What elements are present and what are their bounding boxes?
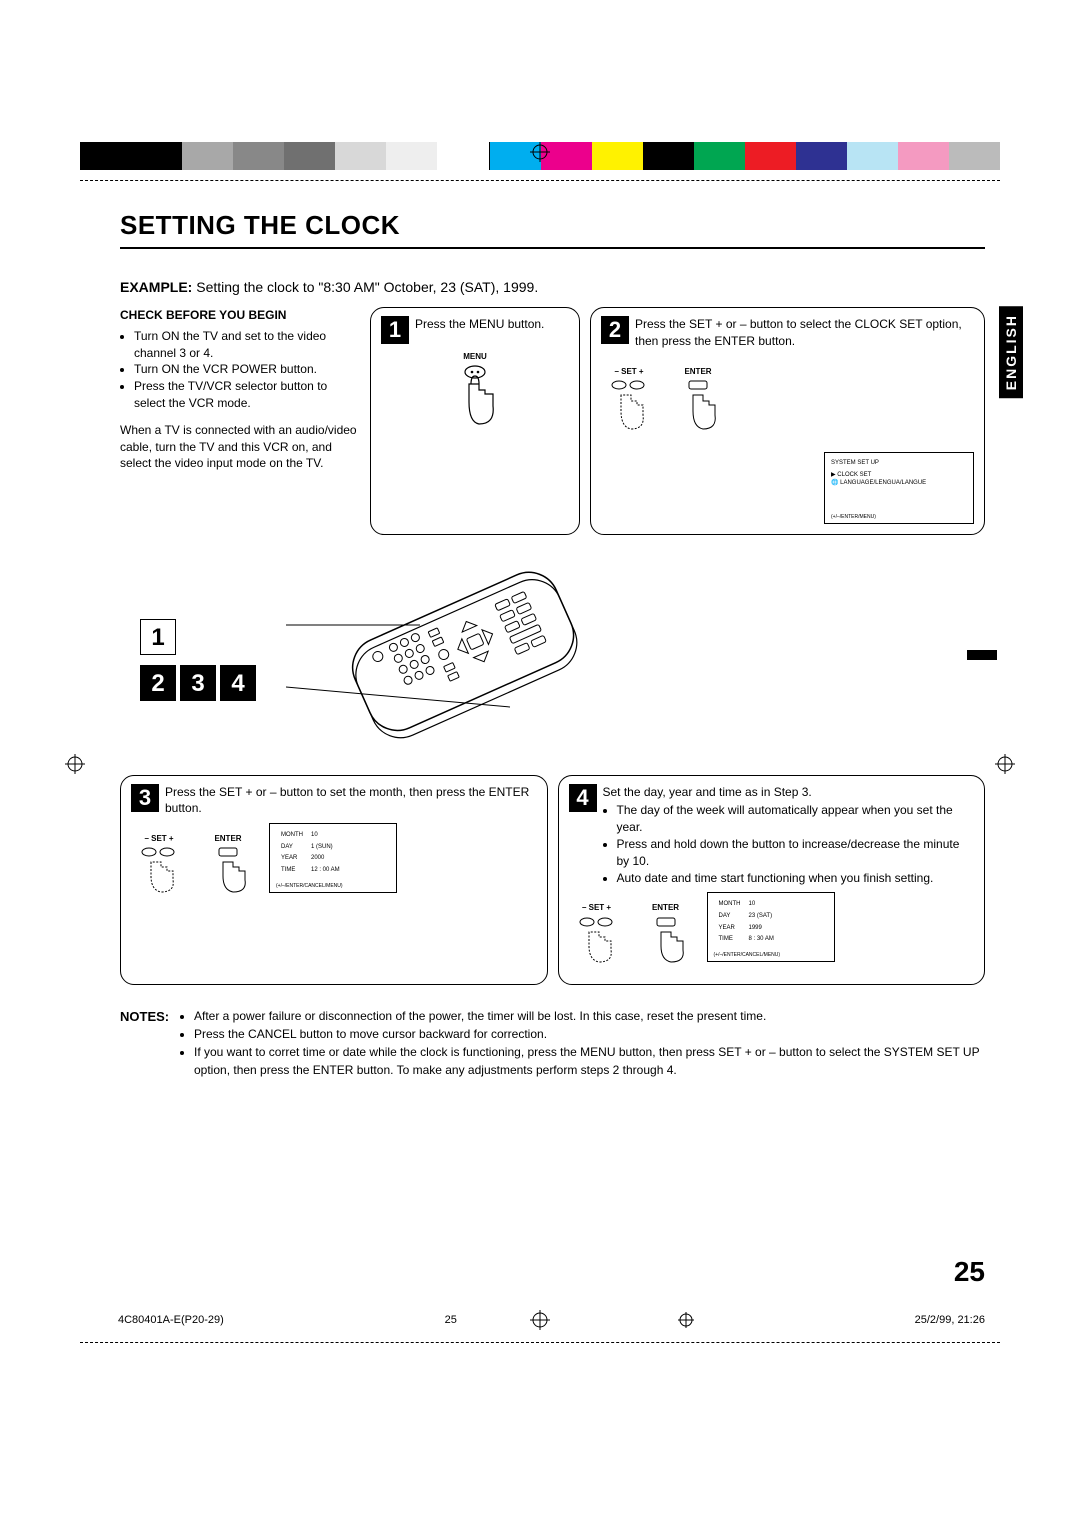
check-before-heading: CHECK BEFORE YOU BEGIN — [120, 307, 360, 324]
check-before-note: When a TV is connected with an audio/vid… — [120, 422, 360, 472]
page-title: SETTING THE CLOCK — [120, 210, 985, 241]
step-number: 1 — [381, 316, 409, 344]
step-1-box: 1 Press the MENU button. MENU — [370, 307, 580, 535]
enter-button-label: ENTER — [643, 902, 689, 913]
remote-control-icon — [286, 565, 626, 755]
registration-mark-top — [530, 142, 550, 162]
step-number: 3 — [131, 784, 159, 812]
step-2-text: Press the SET + or – button to select th… — [635, 316, 974, 350]
enter-button-label: ENTER — [675, 366, 721, 377]
registration-mark-left — [65, 754, 85, 774]
registration-mark-right — [995, 754, 1015, 774]
menu-button-label: MENU — [381, 351, 569, 362]
step-number: 4 — [569, 784, 597, 812]
page-number: 25 — [954, 1256, 985, 1288]
press-hand-icon — [445, 362, 505, 432]
step-callout-labels: 1 2 3 4 — [140, 619, 256, 701]
callout-step-1: 1 — [140, 619, 176, 655]
check-item: Turn ON the TV and set to the video chan… — [134, 328, 360, 362]
language-tab: ENGLISH — [999, 306, 1023, 398]
crop-line-bottom — [80, 1342, 1000, 1343]
set-button-label: – SET + — [569, 902, 625, 913]
step-4-text: Set the day, year and time as in Step 3.… — [603, 784, 975, 887]
side-marker — [967, 650, 997, 660]
check-before-section: CHECK BEFORE YOU BEGIN Turn ON the TV an… — [120, 307, 360, 535]
step-4-bullet: Press and hold down the button to increa… — [617, 836, 975, 870]
notes-label: NOTES: — [120, 1007, 180, 1079]
step-4-bullet: The day of the week will automatically a… — [617, 802, 975, 836]
registration-mark-icon — [678, 1312, 694, 1328]
onscreen-menu: SYSTEM SET UP ▶ CLOCK SET 🌐 LANGUAGE/LEN… — [824, 452, 974, 524]
press-hand-icon — [675, 377, 721, 437]
check-item: Press the TV/VCR selector button to sele… — [134, 378, 360, 412]
remote-diagram: 1 2 3 4 — [140, 565, 985, 755]
check-item: Turn ON the VCR POWER button. — [134, 361, 360, 378]
note-item: After a power failure or disconnection o… — [194, 1007, 985, 1025]
title-rule — [120, 247, 985, 249]
note-item: If you want to corret time or date while… — [194, 1043, 985, 1079]
footer-page: 25 — [445, 1314, 457, 1326]
example-line: EXAMPLE: Setting the clock to "8:30 AM" … — [120, 279, 985, 295]
step-4-box: 4 Set the day, year and time as in Step … — [558, 775, 986, 986]
page-content: SETTING THE CLOCK ENGLISH EXAMPLE: Setti… — [120, 210, 985, 1288]
callout-step-4: 4 — [220, 665, 256, 701]
callout-step-3: 3 — [180, 665, 216, 701]
onscreen-clock-set: MONTH10 DAY23 (SAT) YEAR1999 TIME8 : 30 … — [707, 892, 835, 962]
press-hand-icon — [205, 844, 251, 900]
set-button-label: – SET + — [131, 833, 187, 844]
press-hand-icon — [131, 844, 187, 900]
check-before-list: Turn ON the TV and set to the video chan… — [120, 328, 360, 412]
step-number: 2 — [601, 316, 629, 344]
footer-date: 25/2/99, 21:26 — [915, 1314, 985, 1326]
notes-section: NOTES: After a power failure or disconne… — [120, 1007, 985, 1079]
imposition-footer: 4C80401A-E(P20-29) 25 25/2/99, 21:26 — [118, 1312, 985, 1328]
onscreen-clock-set: MONTH10 DAY1 (SUN) YEAR2000 TIME12 : 00 … — [269, 823, 397, 893]
press-hand-icon — [569, 914, 625, 970]
step-2-box: 2 Press the SET + or – button to select … — [590, 307, 985, 535]
doc-id: 4C80401A-E(P20-29) — [118, 1314, 224, 1326]
callout-step-2: 2 — [140, 665, 176, 701]
set-button-label: – SET + — [601, 366, 657, 377]
enter-button-label: ENTER — [205, 833, 251, 844]
step-1-text: Press the MENU button. — [415, 316, 569, 333]
crop-line-top — [80, 180, 1000, 181]
step-3-text: Press the SET + or – button to set the m… — [165, 784, 537, 818]
press-hand-icon — [601, 377, 657, 437]
note-item: Press the CANCEL button to move cursor b… — [194, 1025, 985, 1043]
press-hand-icon — [643, 914, 689, 970]
step-3-box: 3 Press the SET + or – button to set the… — [120, 775, 548, 986]
step-4-bullet: Auto date and time start functioning whe… — [617, 870, 975, 887]
